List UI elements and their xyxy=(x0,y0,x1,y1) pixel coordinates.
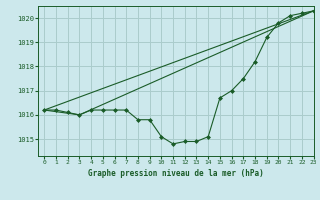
X-axis label: Graphe pression niveau de la mer (hPa): Graphe pression niveau de la mer (hPa) xyxy=(88,169,264,178)
